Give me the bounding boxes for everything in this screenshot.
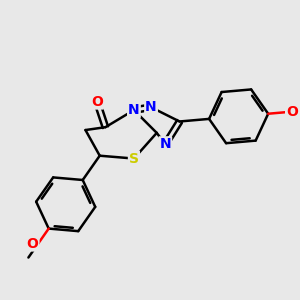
- Text: N: N: [128, 103, 140, 117]
- Text: S: S: [129, 152, 139, 166]
- Text: N: N: [145, 100, 157, 114]
- Text: N: N: [160, 137, 171, 151]
- Text: O: O: [91, 94, 103, 109]
- Text: O: O: [286, 105, 298, 119]
- Text: O: O: [27, 236, 38, 250]
